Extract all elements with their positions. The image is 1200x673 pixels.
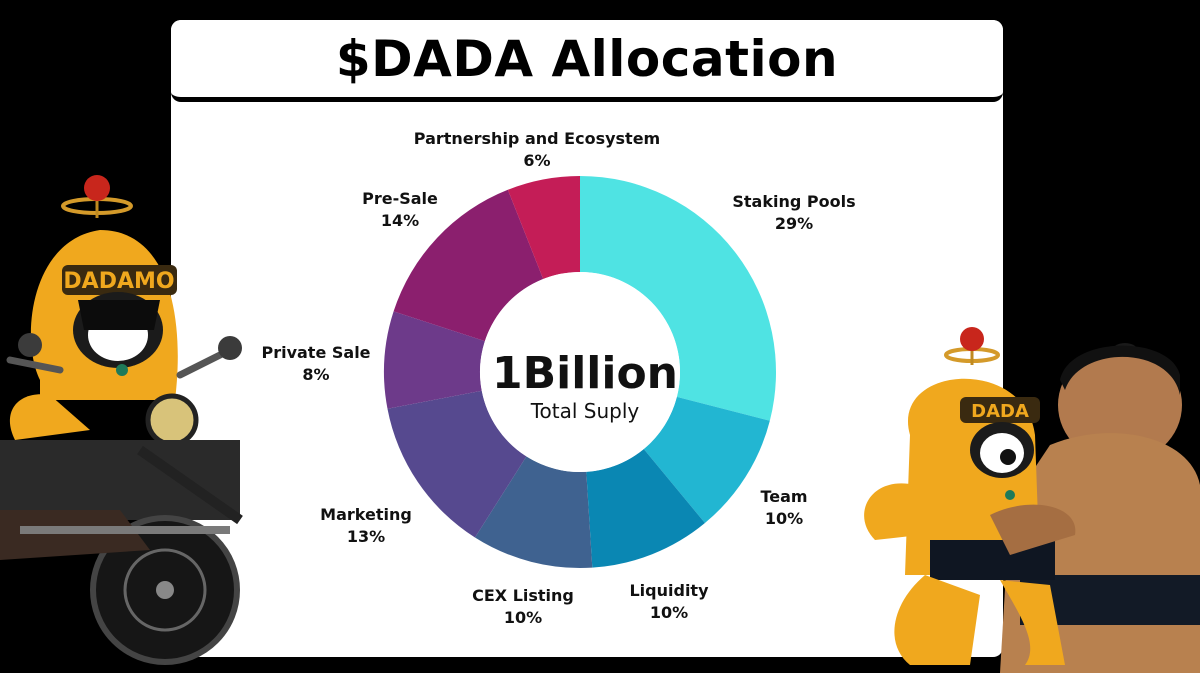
slice-value-label: 13% xyxy=(347,527,385,546)
slice-label: Private Sale xyxy=(261,343,370,362)
slice-label: Team xyxy=(760,487,807,506)
slice-label: Liquidity xyxy=(629,581,709,600)
title-bar: $DADA Allocation xyxy=(171,20,1003,102)
slice-label: Staking Pools xyxy=(732,192,855,211)
center-caption: Total Suply xyxy=(530,399,640,423)
chart-title: $DADA Allocation xyxy=(335,29,839,88)
slice-label: Pre-Sale xyxy=(362,189,438,208)
slice-value-label: 29% xyxy=(775,214,813,233)
slice-value-label: 8% xyxy=(302,365,329,384)
slice-label: Marketing xyxy=(320,505,412,524)
right-mascot-text: DADA xyxy=(971,401,1029,422)
mascot-motorcycle-icon: DADAMO xyxy=(0,175,243,665)
slice-cex-listing xyxy=(474,456,593,568)
slice-value-label: 14% xyxy=(381,211,419,230)
slice-value-label: 6% xyxy=(523,151,550,170)
slice-marketing xyxy=(387,390,527,538)
center-value: 1Billion xyxy=(492,348,678,399)
slice-value-label: 10% xyxy=(765,509,803,528)
slice-liquidity xyxy=(586,449,705,568)
slice-value-label: 10% xyxy=(504,608,542,627)
left-mascot-text: DADAMO xyxy=(63,269,174,294)
mascot-sumo-icon: DADA xyxy=(864,327,1200,673)
slice-private-sale xyxy=(384,311,485,409)
slice-partnership-and-ecosystem xyxy=(507,176,580,280)
slice-pre-sale xyxy=(393,189,544,342)
donut-hole xyxy=(480,272,680,472)
slice-value-label: 10% xyxy=(650,603,688,622)
slice-label: Partnership and Ecosystem xyxy=(414,129,660,148)
slice-staking-pools xyxy=(580,176,776,421)
slice-label: CEX Listing xyxy=(472,586,574,605)
slice-team xyxy=(643,396,770,524)
